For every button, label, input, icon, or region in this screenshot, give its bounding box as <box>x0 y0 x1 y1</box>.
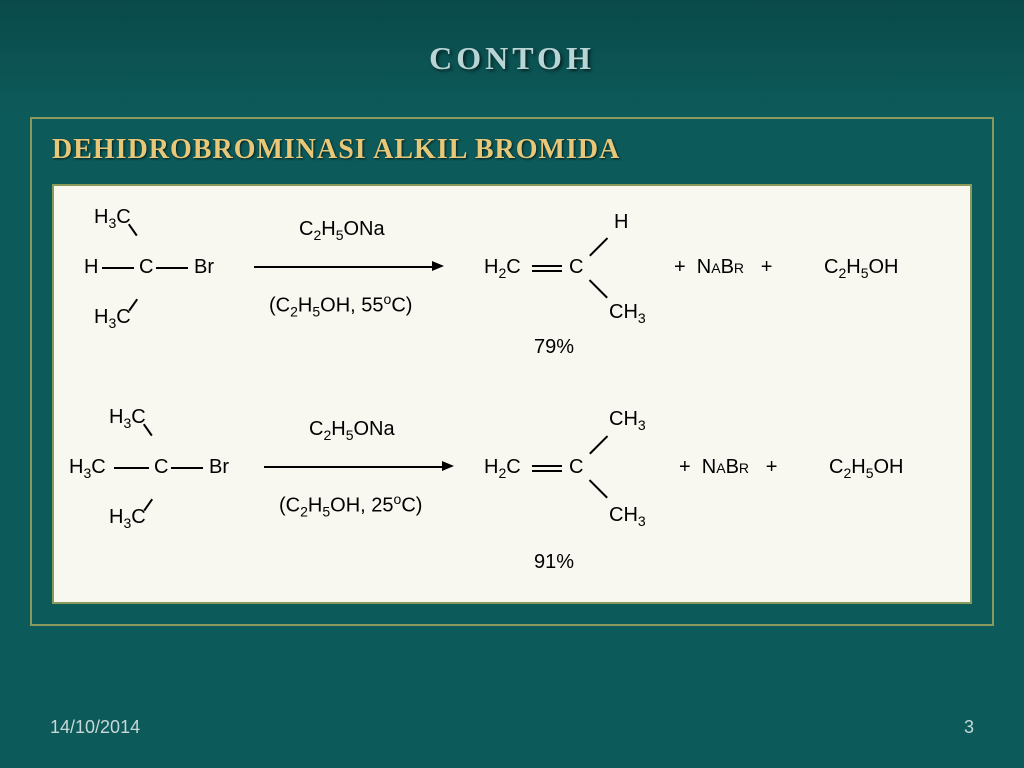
r2-yield: 91% <box>534 551 574 574</box>
r2-arrow-head <box>442 461 454 471</box>
r2-reactant-top: H3C <box>109 406 146 431</box>
r2-reactant-center: C <box>154 456 168 479</box>
bond <box>156 267 188 269</box>
r1-reactant-center: C <box>139 256 153 279</box>
r2-reactant-left: H3C <box>69 456 106 481</box>
bond <box>128 299 137 311</box>
slide-subtitle: DEHIDROBROMINASI ALKIL BROMIDA <box>52 134 972 166</box>
slide: CONTOH DEHIDROBROMINASI ALKIL BROMIDA H3… <box>0 0 1024 768</box>
r2-product-left: H2C <box>484 456 521 481</box>
r1-product-center: C <box>569 256 583 279</box>
bond <box>589 479 608 498</box>
bond <box>143 499 152 511</box>
r2-reactant-right: Br <box>209 456 229 479</box>
bond <box>102 267 134 269</box>
r1-product-top: H <box>614 211 628 234</box>
footer-date: 14/10/2014 <box>50 717 140 738</box>
r1-yield: 79% <box>534 336 574 359</box>
r1-reactant-top: H3C <box>94 206 131 231</box>
bond <box>589 435 608 454</box>
r1-reagent-top: C2H5ONa <box>299 218 385 243</box>
bond <box>589 237 608 256</box>
r1-arrow <box>254 266 434 268</box>
r1-arrow-head <box>432 261 444 271</box>
r2-product-bottom: CH3 <box>609 504 646 529</box>
r1-reagent-bottom: (C2H5OH, 55oC) <box>269 291 412 320</box>
r2-reagent-top: C2H5ONa <box>309 418 395 443</box>
r1-product-left: H2C <box>484 256 521 281</box>
r1-reactant-left: H <box>84 256 98 279</box>
footer-page: 3 <box>964 717 974 738</box>
r1-byproducts: + NaBr + <box>674 256 772 279</box>
slide-title: CONTOH <box>0 0 1024 77</box>
r2-product-center: C <box>569 456 583 479</box>
outer-box: DEHIDROBROMINASI ALKIL BROMIDA H3C H C B… <box>30 117 994 626</box>
r2-arrow <box>264 466 444 468</box>
r1-product-bottom: CH3 <box>609 301 646 326</box>
r2-reagent-bottom: (C2H5OH, 25oC) <box>279 491 422 520</box>
r2-product-top: CH3 <box>609 408 646 433</box>
r2-byproducts: + NaBr + <box>679 456 777 479</box>
r2-reactant-bottom: H3C <box>109 506 146 531</box>
bond <box>171 467 203 469</box>
reaction-box: H3C H C Br H3C C2H5ONa (C2H5OH, 55oC) H2… <box>52 184 972 604</box>
footer: 14/10/2014 3 <box>0 717 1024 738</box>
bond <box>114 467 149 469</box>
r2-byproduct2: C2H5OH <box>829 456 904 481</box>
r1-reactant-bottom: H3C <box>94 306 131 331</box>
r1-reactant-right: Br <box>194 256 214 279</box>
r1-byproduct2: C2H5OH <box>824 256 899 281</box>
bond <box>589 279 608 298</box>
